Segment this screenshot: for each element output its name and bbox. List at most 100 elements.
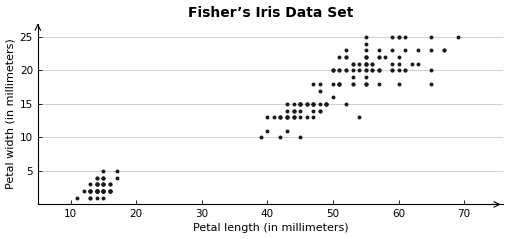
Point [362,55,370,59]
Point [388,48,396,52]
Point [276,115,285,119]
Point [440,48,448,52]
Point [283,115,291,119]
Point [375,55,383,59]
Point [106,189,114,193]
Point [283,115,291,119]
Point [276,115,285,119]
Point [401,48,409,52]
Point [335,69,344,72]
Point [112,169,121,173]
Point [106,189,114,193]
Point [349,82,357,86]
Point [394,35,403,39]
Point [283,109,291,113]
Point [99,189,107,193]
Point [394,55,403,59]
Point [99,196,107,200]
Point [322,102,330,106]
Point [303,102,311,106]
Point [322,102,330,106]
Point [86,189,94,193]
Point [335,82,344,86]
Point [263,115,271,119]
Point [368,62,376,66]
Point [106,189,114,193]
Point [316,109,324,113]
Point [362,48,370,52]
Point [427,69,435,72]
Point [290,109,298,113]
Point [427,48,435,52]
Point [368,69,376,72]
Point [316,109,324,113]
Point [99,189,107,193]
Y-axis label: Petal width (in millimeters): Petal width (in millimeters) [6,38,16,189]
Point [349,62,357,66]
Point [283,102,291,106]
Point [316,89,324,92]
Point [362,62,370,66]
Point [375,55,383,59]
Point [381,55,389,59]
Point [349,75,357,79]
Point [335,82,344,86]
Point [362,62,370,66]
Point [263,129,271,133]
Point [99,182,107,186]
Point [80,189,88,193]
Point [86,189,94,193]
Point [362,62,370,66]
Point [349,69,357,72]
Point [290,115,298,119]
Point [342,48,350,52]
Point [309,102,317,106]
Point [73,196,81,200]
Point [106,189,114,193]
Point [368,62,376,66]
Point [99,182,107,186]
Point [329,69,337,72]
Point [362,35,370,39]
Point [316,102,324,106]
Point [106,182,114,186]
Point [335,82,344,86]
Point [362,69,370,72]
Point [276,115,285,119]
Point [99,189,107,193]
Point [335,82,344,86]
Point [290,109,298,113]
Point [296,109,304,113]
Point [296,115,304,119]
Point [99,189,107,193]
Point [329,69,337,72]
Point [309,115,317,119]
Point [362,75,370,79]
Point [296,102,304,106]
Point [270,115,278,119]
Point [296,102,304,106]
Point [388,69,396,72]
Point [454,35,462,39]
Point [322,102,330,106]
Point [283,129,291,133]
Point [362,82,370,86]
Point [394,62,403,66]
Point [309,102,317,106]
Point [329,69,337,72]
Point [335,55,344,59]
Point [362,55,370,59]
Point [99,182,107,186]
Point [375,48,383,52]
Point [86,189,94,193]
Point [93,189,101,193]
Point [93,182,101,186]
Point [316,82,324,86]
Point [342,69,350,72]
Point [309,82,317,86]
Point [99,169,107,173]
Point [93,196,101,200]
Point [106,189,114,193]
Point [309,109,317,113]
Point [349,82,357,86]
